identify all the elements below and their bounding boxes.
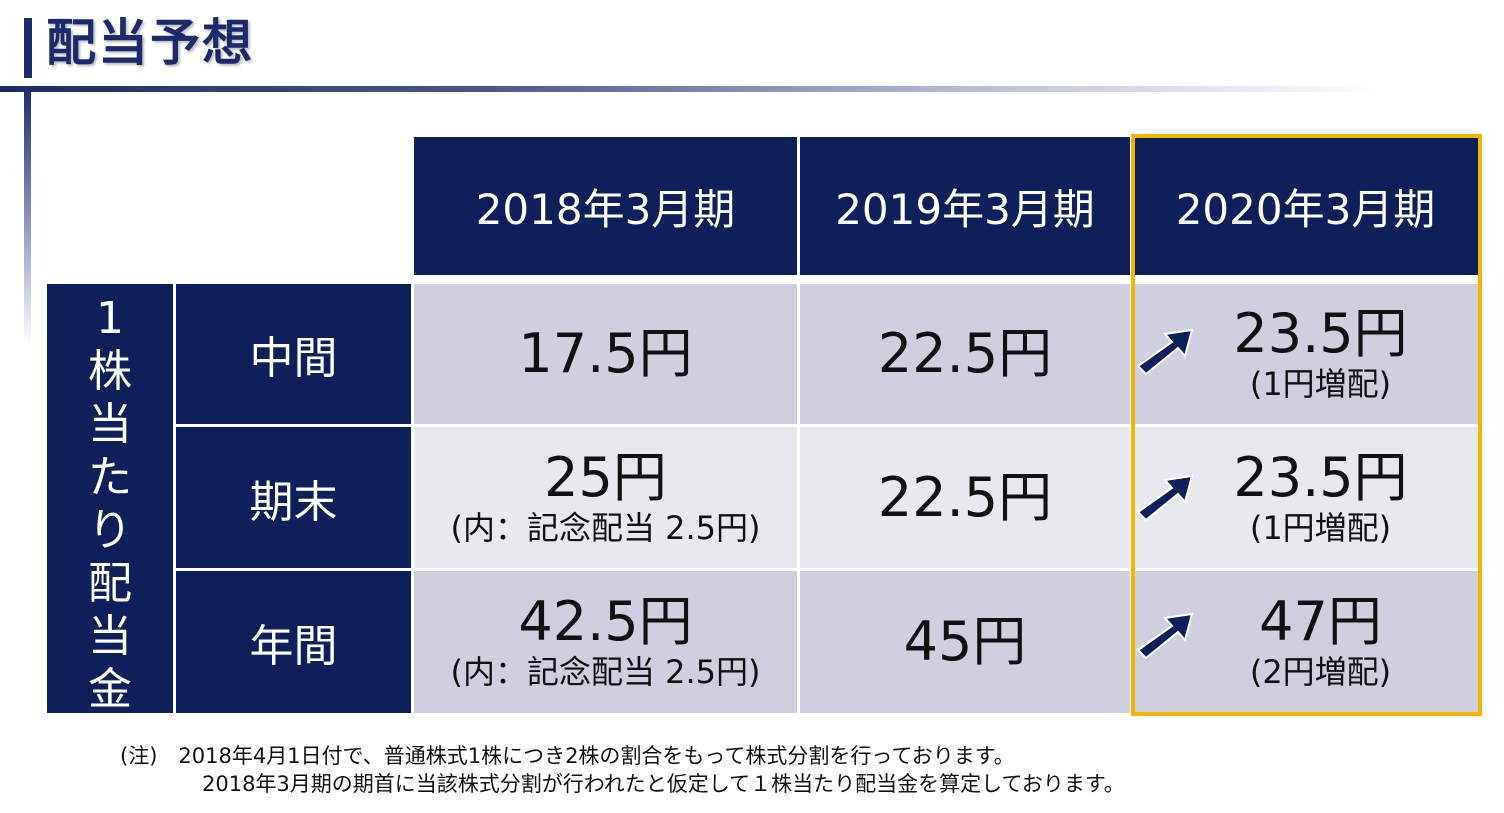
side-char: た	[88, 452, 132, 503]
arrow-up-right-icon	[1136, 474, 1194, 522]
cell-year-end-fy2020: 23.5円 (1円増配)	[1133, 427, 1478, 568]
footnote-line-2: 2018年3月期の期首に当該株式分割が行われたと仮定して１株当たり配当金を算定し…	[202, 772, 1125, 796]
side-char: 配	[88, 558, 132, 609]
cell-note: (1円増配)	[1249, 508, 1392, 547]
cell-annual-fy2020: 47円 (2円増配)	[1133, 571, 1478, 713]
header-fy2019: 2019年3月期	[800, 137, 1130, 275]
cell-year-end-fy2018: 25円 (内：記念配当 2.5円)	[414, 427, 797, 568]
side-char: 当	[88, 399, 132, 450]
side-char: り	[88, 505, 132, 556]
cell-note: (内：記念配当 2.5円)	[450, 508, 761, 547]
title-side-line	[24, 86, 31, 346]
row-label-annual: 年間	[176, 571, 411, 713]
cell-interim-fy2019: 22.5円	[800, 284, 1130, 424]
cell-annual-fy2019: 45円	[800, 571, 1130, 713]
cell-value: 23.5円	[1233, 445, 1408, 509]
cell-value: 25円	[544, 445, 667, 509]
header-fy2018: 2018年3月期	[414, 137, 797, 275]
cell-note: (2円増配)	[1249, 653, 1392, 691]
side-char: 金	[88, 664, 132, 715]
cell-year-end-fy2019: 22.5円	[800, 427, 1130, 568]
cell-note: (内：記念配当 2.5円)	[450, 653, 761, 691]
cell-value: 22.5円	[877, 322, 1053, 385]
cell-value: 22.5円	[877, 465, 1053, 529]
arrow-up-right-icon	[1136, 612, 1194, 660]
side-char: 1	[96, 293, 124, 344]
cell-value: 47円	[1259, 590, 1382, 653]
title-accent-bar	[24, 18, 32, 78]
slide-title: 配当予想	[46, 14, 254, 72]
cell-note: (1円増配)	[1249, 365, 1392, 403]
side-char: 当	[88, 611, 132, 662]
cell-interim-fy2018: 17.5円	[414, 284, 797, 424]
cell-value: 45円	[903, 610, 1027, 673]
side-char: 株	[88, 346, 132, 397]
arrow-up-right-icon	[1136, 328, 1194, 376]
cell-annual-fy2018: 42.5円 (内：記念配当 2.5円)	[414, 571, 797, 713]
side-label-dividend-per-share: 1 株 当 た り 配 当 金	[47, 284, 173, 715]
cell-value: 42.5円	[518, 590, 693, 653]
cell-interim-fy2020: 23.5円 (1円増配)	[1133, 284, 1478, 424]
cell-value: 23.5円	[1233, 302, 1408, 365]
row-label-interim: 中間	[176, 284, 411, 424]
row-label-year-end: 期末	[176, 427, 411, 568]
footnote-line-1: (注) 2018年4月1日付で、普通株式1株につき2株の割合をもって株式分割を行…	[120, 744, 1015, 768]
header-fy2020: 2020年3月期	[1133, 137, 1478, 275]
title-underline	[0, 86, 1380, 92]
cell-value: 17.5円	[518, 322, 693, 385]
footnote: (注) 2018年4月1日付で、普通株式1株につき2株の割合をもって株式分割を行…	[120, 742, 1125, 798]
